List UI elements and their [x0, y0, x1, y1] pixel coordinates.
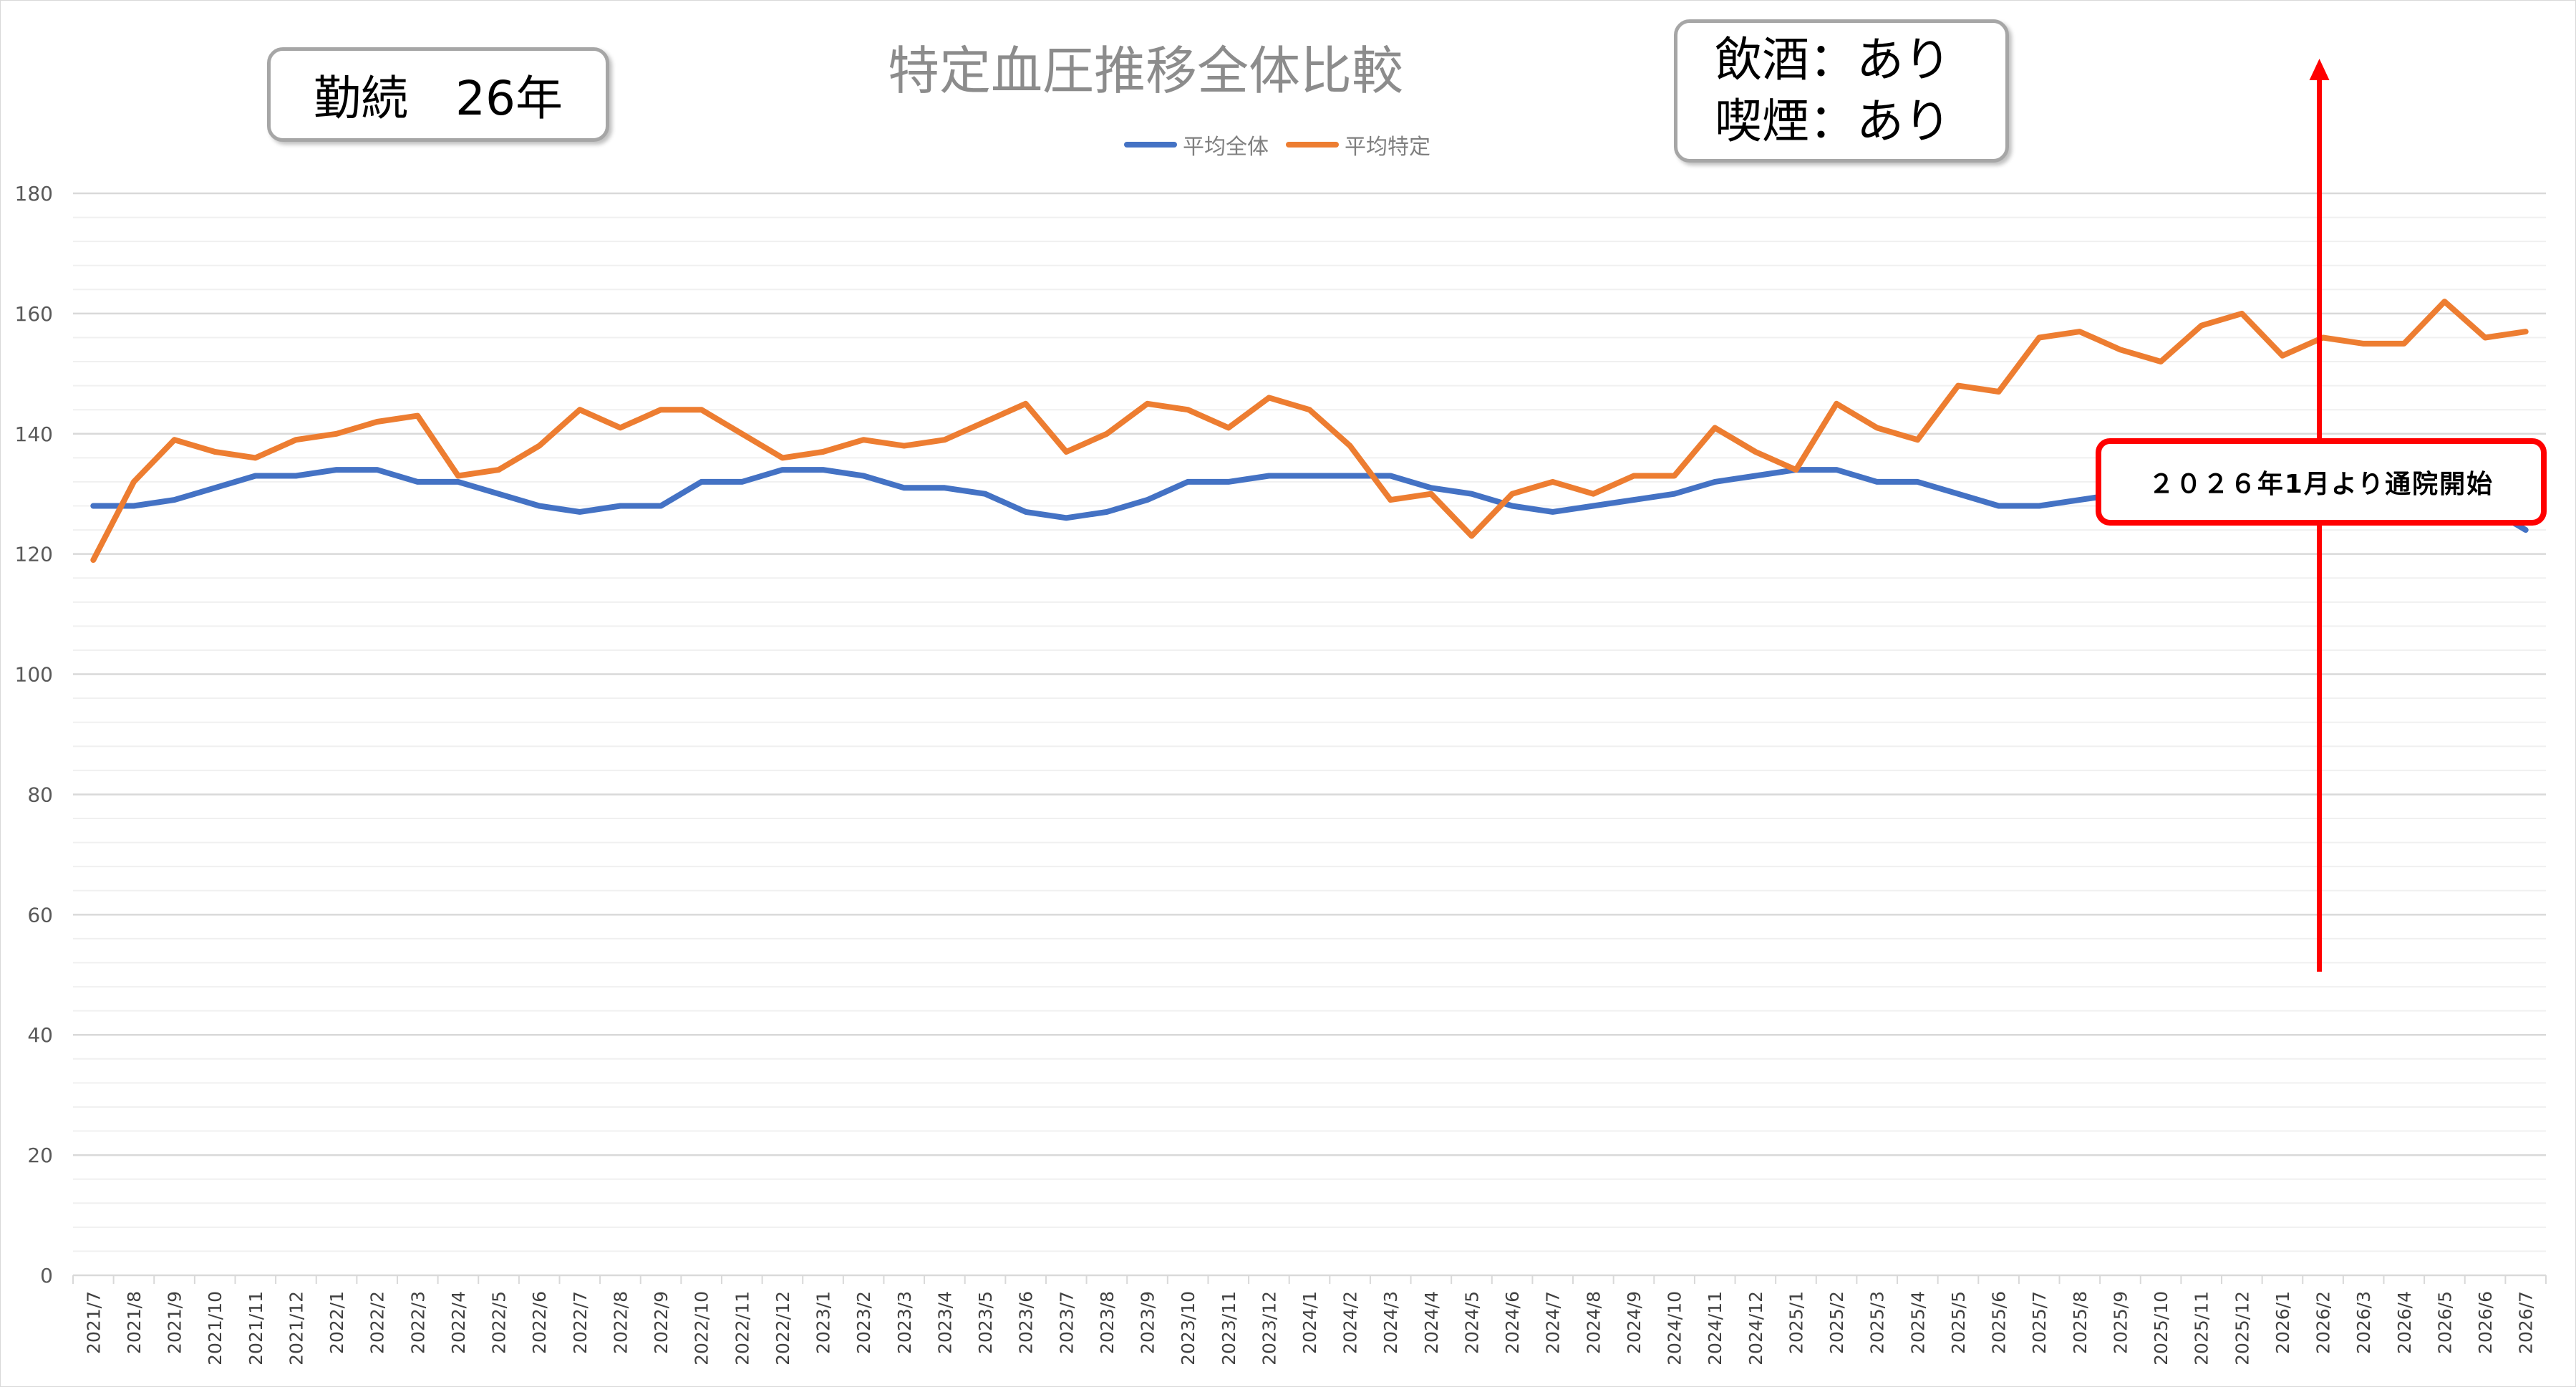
x-tick-label: 2021/10 [205, 1291, 226, 1366]
x-tick-label: 2025/7 [2029, 1291, 2050, 1354]
treatment-callout: ２０２６年1月より通院開始 [2096, 438, 2547, 526]
legend-item-specific: 平均特定 [1286, 129, 1430, 160]
y-tick-label: 40 [27, 1023, 53, 1047]
x-tick-label: 2023/12 [1259, 1291, 1279, 1366]
x-tick-label: 2022/5 [489, 1291, 510, 1354]
x-tick-label: 2024/9 [1624, 1291, 1645, 1354]
arrow-head [2309, 59, 2330, 80]
x-tick-label: 2023/8 [1097, 1291, 1118, 1354]
x-tick-label: 2024/3 [1380, 1291, 1401, 1354]
x-tick-label: 2025/11 [2192, 1291, 2212, 1366]
x-tick-label: 2022/6 [529, 1291, 550, 1354]
y-tick-label: 120 [15, 543, 53, 566]
x-tick-label: 2021/12 [286, 1291, 306, 1366]
x-tick-label: 2025/6 [1989, 1291, 2010, 1354]
x-tick-label: 2024/1 [1299, 1291, 1320, 1354]
y-tick-label: 20 [27, 1144, 53, 1167]
x-tick-label: 2025/5 [1948, 1291, 1969, 1354]
x-tick-label: 2026/5 [2434, 1291, 2455, 1354]
tenure-text: 勤続 26年 [314, 71, 563, 126]
x-tick-label: 2023/9 [1138, 1291, 1158, 1354]
x-tick-label: 2024/12 [1745, 1291, 1766, 1366]
y-tick-label: 0 [40, 1264, 53, 1287]
y-tick-label: 160 [15, 302, 53, 326]
y-axis: 0 20 40 60 80 100 120 140 160 180 [15, 182, 53, 1287]
x-tick-label: 2023/3 [894, 1291, 915, 1354]
x-tick-label: 2023/2 [853, 1291, 874, 1354]
x-tick-label: 2025/9 [2110, 1291, 2131, 1354]
x-tick-label: 2024/8 [1583, 1291, 1604, 1354]
x-tick-label: 2025/8 [2070, 1291, 2091, 1354]
y-tick-label: 60 [27, 903, 53, 927]
x-tick-label: 2024/4 [1421, 1291, 1442, 1354]
x-tick-label: 2024/11 [1705, 1291, 1725, 1366]
x-tick-label: 2025/3 [1867, 1291, 1888, 1354]
x-tick-label: 2024/6 [1502, 1291, 1523, 1354]
x-tick-label: 2025/2 [1826, 1291, 1847, 1354]
legend-swatch-overall [1124, 142, 1177, 148]
x-tick-label: 2021/11 [246, 1291, 266, 1366]
drinking-text: 飲酒：あり [1715, 32, 1951, 87]
x-tick-label: 2022/11 [732, 1291, 752, 1366]
x-tick-label: 2022/7 [570, 1291, 591, 1354]
x-tick-label: 2026/6 [2475, 1291, 2496, 1354]
x-tick-label: 2025/1 [1786, 1291, 1806, 1354]
x-tick-label: 2022/2 [367, 1291, 388, 1354]
x-tick-label: 2022/4 [448, 1291, 469, 1354]
gridlines [73, 192, 2546, 1277]
x-tick-label: 2026/3 [2353, 1291, 2374, 1354]
x-tick-label: 2023/10 [1178, 1291, 1199, 1366]
legend: 平均全体 平均特定 [1124, 129, 1430, 160]
x-tick-label: 2025/4 [1907, 1291, 1928, 1354]
legend-label-overall: 平均全体 [1183, 135, 1269, 160]
chart-title: 特定血圧推移全体比較 [887, 41, 1403, 101]
x-tick-label: 2022/12 [773, 1291, 793, 1366]
legend-swatch-specific [1286, 142, 1339, 148]
x-tick-label: 2026/7 [2516, 1291, 2537, 1354]
x-tick-label: 2024/10 [1665, 1291, 1685, 1366]
x-axis: 2021/7 2021/8 2021/9 2021/10 2021/11 2021/12 2… [72, 1275, 2547, 1366]
x-tick-label: 2022/8 [610, 1291, 631, 1354]
x-tick-label: 2025/12 [2232, 1291, 2252, 1366]
x-tick-label: 2023/7 [1056, 1291, 1077, 1354]
x-tick-label: 2021/9 [165, 1291, 185, 1354]
x-tick-label: 2023/5 [975, 1291, 996, 1354]
tenure-box: 勤続 26年 [267, 47, 609, 142]
x-tick-label: 2024/5 [1461, 1291, 1482, 1354]
smoking-text: 喫煙：あり [1715, 94, 1951, 149]
habits-box: 飲酒：あり 喫煙：あり [1674, 19, 2009, 163]
x-tick-label: 2023/6 [1016, 1291, 1037, 1354]
x-tick-label: 2024/2 [1340, 1291, 1361, 1354]
x-tick-label: 2022/9 [651, 1291, 672, 1354]
legend-label-specific: 平均特定 [1345, 135, 1430, 160]
x-tick-label: 2023/11 [1219, 1291, 1239, 1366]
x-tick-label: 2026/4 [2394, 1291, 2415, 1354]
x-tick-label: 2022/1 [326, 1291, 347, 1354]
x-tick-label: 2022/10 [692, 1291, 712, 1366]
y-tick-label: 180 [15, 182, 53, 206]
legend-item-overall: 平均全体 [1124, 129, 1269, 160]
series-line-specific [90, 299, 2529, 564]
x-tick-label: 2025/10 [2151, 1291, 2171, 1366]
x-tick-label: 2022/3 [407, 1291, 428, 1354]
x-tick-label: 2026/1 [2272, 1291, 2293, 1354]
y-tick-label: 100 [15, 663, 53, 687]
x-tick-label: 2024/7 [1543, 1291, 1564, 1354]
y-tick-label: 140 [15, 422, 53, 446]
x-tick-label: 2023/4 [934, 1291, 955, 1354]
x-tick-label: 2021/7 [83, 1291, 104, 1354]
x-tick-label: 2023/1 [813, 1291, 834, 1354]
x-tick-label: 2021/8 [124, 1291, 145, 1354]
y-tick-label: 80 [27, 783, 53, 806]
x-tick-label: 2026/2 [2313, 1291, 2334, 1354]
